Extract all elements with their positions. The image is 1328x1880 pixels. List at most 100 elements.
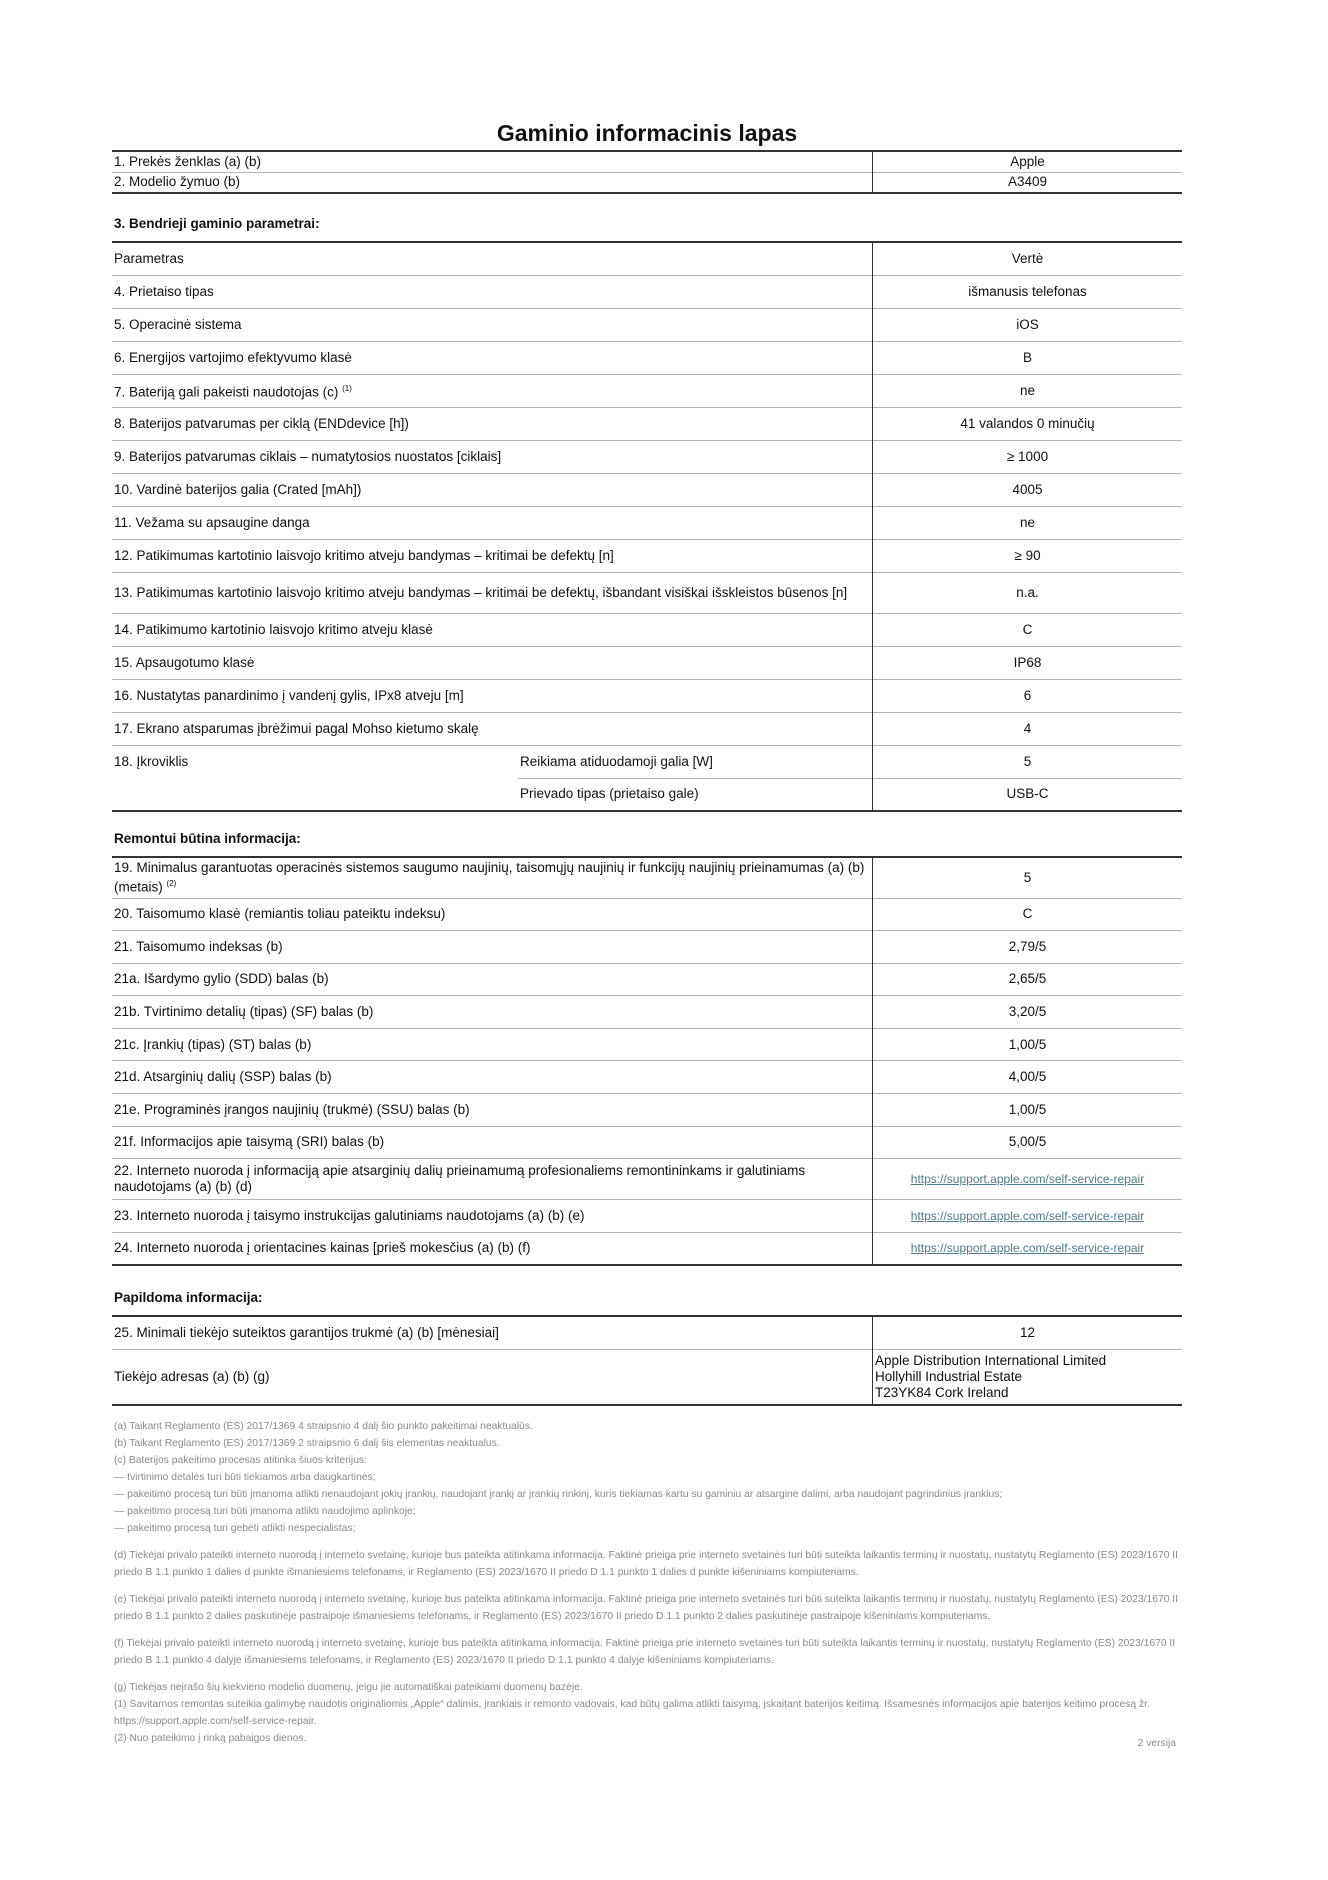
row-value-cell: ne	[872, 373, 1182, 407]
row-value-cell: 4,00/5	[872, 1060, 1182, 1094]
table-row: 20. Taisomumo klasė (remiantis toliau pa…	[112, 897, 1182, 931]
row-label-cell: 2. Modelio žymuo (b)	[112, 171, 873, 193]
row-label-cell: 21c. Įrankių (tipas) (ST) balas (b)	[112, 1027, 873, 1061]
footnote: (b) Taikant Reglamento (ES) 2017/1369 2 …	[114, 1438, 500, 1449]
row-value-cell: C	[872, 897, 1182, 931]
table-row-charger: 18. Įkroviklis Reikiama atiduodamoji gali…	[112, 744, 1182, 811]
footnote: — tvirtinimo detalės turi būti tiekiamos…	[114, 1472, 376, 1483]
self-service-repair-link[interactable]: https://support.apple.com/self-service-r…	[910, 1172, 1145, 1187]
row-label-cell: 15. Apsaugotumo klasė	[112, 645, 873, 679]
row-label: 22. Interneto nuoroda į informaciją apie…	[114, 1163, 806, 1195]
row-value-cell: A3409	[872, 171, 1182, 193]
row-label-cell: 25. Minimali tiekėjo suteiktos garantijo…	[112, 1316, 873, 1349]
row-value: Vertė	[1011, 250, 1044, 266]
row-label: 14. Patikimumo kartotinio laisvojo kriti…	[114, 621, 433, 637]
row-label: 1. Prekės ženklas (a) (b)	[114, 153, 262, 169]
row-label-cell: 13. Patikimumas kartotinio laisvojo krit…	[112, 571, 873, 613]
address-line: Apple Distribution International Limited	[875, 1352, 1107, 1368]
table-row: 23. Interneto nuoroda į taisymo instrukc…	[112, 1199, 1182, 1233]
row-label-cell: 20. Taisomumo klasė (remiantis toliau pa…	[112, 897, 873, 931]
row-label-cell: 7. Bateriją gali pakeisti naudotojas (c)…	[112, 373, 873, 407]
row-value: ≥ 90	[1014, 547, 1041, 563]
table-row: 11. Vežama su apsaugine danga ne	[112, 505, 1182, 539]
row-value: 4	[1023, 720, 1032, 736]
row-label: 17. Ekrano atsparumas įbrėžimui pagal Mo…	[114, 720, 479, 736]
section-additional-heading: Papildoma informacija:	[114, 1290, 263, 1305]
row-label: 24. Interneto nuoroda į orientacines kai…	[114, 1240, 531, 1256]
additional-information-table: 25. Minimali tiekėjo suteiktos garantijo…	[112, 1315, 1182, 1406]
section-repair-heading: Remontui būtina informacija:	[114, 831, 301, 846]
row-label-cell: 8. Baterijos patvarumas per ciklą (ENDde…	[112, 406, 873, 440]
footnote: — pakeitimo procesą turi būti įmanoma at…	[114, 1506, 416, 1517]
row-label-cell: 1. Prekės ženklas (a) (b)	[112, 151, 873, 172]
footnote: (e) Tiekėjai privalo pateikti interneto …	[114, 1594, 1179, 1622]
section-general-heading: 3. Bendrieji gaminio parametrai:	[114, 216, 320, 231]
table-row: 13. Patikimumas kartotinio laisvojo krit…	[112, 571, 1182, 613]
row-label-cell: 14. Patikimumo kartotinio laisvojo kriti…	[112, 612, 873, 646]
row-label-cell: 11. Vežama su apsaugine danga	[112, 505, 873, 539]
row-value-cell: 4	[872, 711, 1182, 745]
row-label-cell: 5. Operacinė sistema	[112, 307, 873, 341]
row-label: 7. Bateriją gali pakeisti naudotojas (c)	[114, 384, 339, 400]
address-line: Hollyhill Industrial Estate	[875, 1368, 1023, 1384]
row-value: 12	[1019, 1324, 1036, 1340]
row-label-cell: 21e. Programinės įrangos naujinių (trukm…	[112, 1093, 873, 1127]
table-row: 19. Minimalus garantuotas operacinės sis…	[112, 857, 1182, 898]
charger-sub-value: USB-C	[1006, 786, 1049, 802]
version-label: 2 versija	[1137, 1738, 1176, 1749]
footnote: (f) Tiekėjai privalo pateikti interneto …	[114, 1638, 1176, 1666]
row-label: 19. Minimalus garantuotas operacinės sis…	[114, 860, 865, 895]
row-label: 8. Baterijos patvarumas per ciklą (ENDde…	[114, 415, 409, 431]
charger-sub-label-cell: Reikiama atiduodamoji galia [W]	[518, 744, 873, 778]
row-label: 5. Operacinė sistema	[114, 316, 242, 332]
table-row: 21. Taisomumo indeksas (b) 2,79/5	[112, 930, 1182, 964]
row-label: 21d. Atsarginių dalių (SSP) balas (b)	[114, 1069, 332, 1085]
row-value: Apple	[1010, 153, 1045, 169]
row-value-cell: https://support.apple.com/self-service-r…	[872, 1158, 1182, 1200]
row-value-cell: 12	[872, 1316, 1182, 1349]
row-label: Tiekėjo adresas (a) (b) (g)	[114, 1368, 270, 1384]
row-label-cell: 4. Prietaiso tipas	[112, 274, 873, 308]
table-row: Parametras Vertė	[112, 242, 1182, 275]
charger-sub-label-cell: Prievado tipas (prietaiso gale)	[518, 777, 873, 811]
charger-label: 18. Įkroviklis	[114, 753, 189, 769]
row-value-cell: 2,79/5	[872, 930, 1182, 964]
row-value-cell: 5,00/5	[872, 1125, 1182, 1159]
row-label: 21b. Tvirtinimo detalių (tipas) (SF) bal…	[114, 1004, 374, 1020]
row-label: 12. Patikimumas kartotinio laisvojo krit…	[114, 547, 614, 563]
row-label: 16. Nustatytas panardinimo į vandenį gyl…	[114, 687, 464, 703]
row-value-cell: Apple	[872, 151, 1182, 172]
self-service-repair-link[interactable]: https://support.apple.com/self-service-r…	[910, 1241, 1145, 1256]
self-service-repair-link[interactable]: https://support.apple.com/self-service-r…	[910, 1209, 1145, 1224]
row-value-cell: išmanusis telefonas	[872, 274, 1182, 308]
table-row: 21f. Informacijos apie taisymą (SRI) bal…	[112, 1125, 1182, 1159]
row-value-cell: 6	[872, 678, 1182, 712]
row-value-cell: https://support.apple.com/self-service-r…	[872, 1199, 1182, 1233]
row-label-cell: 9. Baterijos patvarumas ciklais – numaty…	[112, 439, 873, 473]
table-row: 16. Nustatytas panardinimo į vandenį gyl…	[112, 678, 1182, 712]
table-row: 21b. Tvirtinimo detalių (tipas) (SF) bal…	[112, 995, 1182, 1029]
table-row: 21a. Išardymo gylio (SDD) balas (b) 2,65/…	[112, 962, 1182, 996]
row-label-cell: 23. Interneto nuoroda į taisymo instrukc…	[112, 1199, 873, 1233]
table-row: 1. Prekės ženklas (a) (b) Apple	[112, 151, 1182, 172]
row-label-cell: 12. Patikimumas kartotinio laisvojo krit…	[112, 538, 873, 572]
table-row: 9. Baterijos patvarumas ciklais – numaty…	[112, 439, 1182, 473]
row-value-cell: ≥ 1000	[872, 439, 1182, 473]
row-label-cell: 21a. Išardymo gylio (SDD) balas (b)	[112, 962, 873, 996]
table-row: 12. Patikimumas kartotinio laisvojo krit…	[112, 538, 1182, 572]
row-value-cell: C	[872, 612, 1182, 646]
row-label-cell: 21. Taisomumo indeksas (b)	[112, 930, 873, 964]
row-value-cell: 4005	[872, 472, 1182, 506]
row-label-cell: 21d. Atsarginių dalių (SSP) balas (b)	[112, 1060, 873, 1094]
footnote: (d) Tiekėjai privalo pateikti interneto …	[114, 1550, 1179, 1578]
row-label: 15. Apsaugotumo klasė	[114, 654, 255, 670]
row-label-cell: 24. Interneto nuoroda į orientacines kai…	[112, 1231, 873, 1265]
row-value-cell: iOS	[872, 307, 1182, 341]
row-label-cell: 21f. Informacijos apie taisymą (SRI) bal…	[112, 1125, 873, 1159]
address-line: T23YK84 Cork Ireland	[875, 1384, 1009, 1400]
brand-model-table: 1. Prekės ženklas (a) (b) Apple 2. Modelio…	[112, 150, 1182, 194]
row-value: n.a.	[1016, 584, 1039, 600]
row-label: 6. Energijos vartojimo efektyvumo klasė	[114, 349, 352, 365]
row-label: 21c. Įrankių (tipas) (ST) balas (b)	[114, 1036, 312, 1052]
row-label: Parametras	[114, 250, 184, 266]
